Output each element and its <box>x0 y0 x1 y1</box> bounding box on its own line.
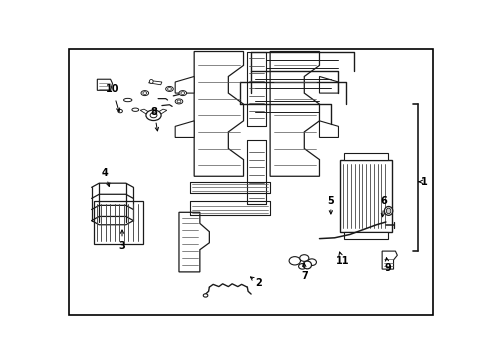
Ellipse shape <box>166 86 173 91</box>
Polygon shape <box>194 51 244 176</box>
Text: 1: 1 <box>420 177 427 187</box>
Polygon shape <box>270 51 319 176</box>
Polygon shape <box>344 153 388 159</box>
Ellipse shape <box>289 257 300 265</box>
Ellipse shape <box>385 207 393 215</box>
Ellipse shape <box>123 98 132 102</box>
Polygon shape <box>179 212 209 272</box>
Text: 3: 3 <box>119 240 125 251</box>
Polygon shape <box>98 79 113 90</box>
Ellipse shape <box>300 255 309 261</box>
Ellipse shape <box>168 87 172 90</box>
Polygon shape <box>157 109 167 114</box>
Polygon shape <box>175 121 194 138</box>
Ellipse shape <box>177 100 181 103</box>
Text: 7: 7 <box>301 271 308 281</box>
Polygon shape <box>344 232 388 239</box>
Ellipse shape <box>181 92 185 94</box>
Text: 10: 10 <box>106 84 119 94</box>
Ellipse shape <box>143 92 147 94</box>
Text: 2: 2 <box>255 278 262 288</box>
Text: 6: 6 <box>381 196 388 206</box>
Ellipse shape <box>132 108 139 111</box>
Polygon shape <box>175 76 194 93</box>
Ellipse shape <box>175 99 183 104</box>
Text: 8: 8 <box>151 108 158 117</box>
Text: 5: 5 <box>327 196 334 206</box>
Polygon shape <box>148 81 162 85</box>
Ellipse shape <box>386 208 391 214</box>
Ellipse shape <box>118 109 122 113</box>
Ellipse shape <box>307 259 317 266</box>
Ellipse shape <box>303 261 312 269</box>
Ellipse shape <box>149 80 153 84</box>
Text: 11: 11 <box>336 256 349 266</box>
Polygon shape <box>341 159 392 232</box>
Polygon shape <box>140 109 150 114</box>
Polygon shape <box>382 251 397 269</box>
Polygon shape <box>319 121 339 138</box>
Ellipse shape <box>203 294 208 297</box>
Polygon shape <box>94 201 143 244</box>
Text: 4: 4 <box>101 168 108 179</box>
Ellipse shape <box>298 264 306 269</box>
Polygon shape <box>319 76 339 93</box>
Ellipse shape <box>150 113 157 118</box>
Ellipse shape <box>141 91 148 96</box>
Ellipse shape <box>179 91 187 96</box>
Text: 9: 9 <box>385 263 391 273</box>
Ellipse shape <box>146 110 161 121</box>
